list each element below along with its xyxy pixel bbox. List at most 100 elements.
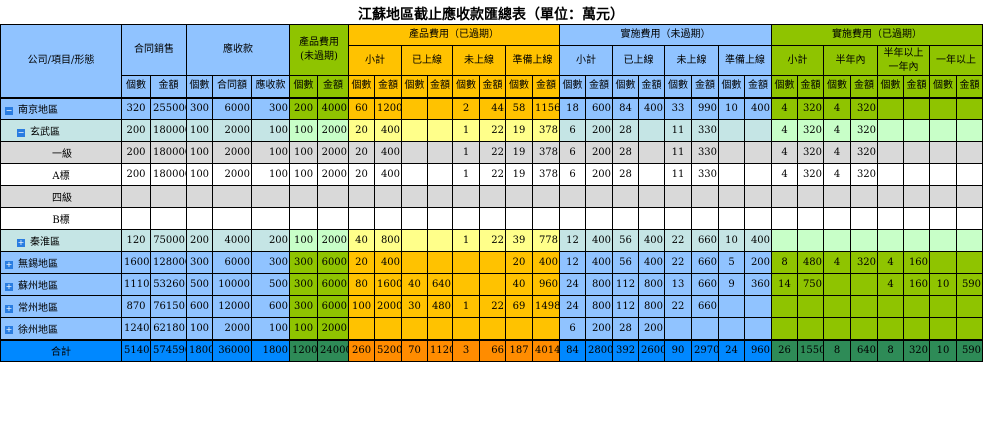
- value-cell: 2: [452, 97, 481, 120]
- value-cell: 5200: [374, 339, 403, 362]
- value-cell: [401, 119, 429, 142]
- header-column: 應收款: [250, 75, 291, 98]
- value-cell: [877, 317, 905, 340]
- value-cell: 18: [559, 97, 587, 120]
- value-cell: 4014: [532, 339, 561, 362]
- row-name[interactable]: + 常州地區: [0, 295, 122, 318]
- value-cell: 11: [664, 163, 693, 186]
- value-cell: [850, 229, 879, 252]
- value-cell: [718, 185, 746, 208]
- expand-icon[interactable]: +: [5, 325, 13, 335]
- expand-icon[interactable]: +: [5, 303, 13, 313]
- value-cell: 200: [289, 97, 319, 120]
- value-cell: 400: [638, 229, 666, 252]
- value-cell: 330: [691, 163, 720, 186]
- value-cell: 960: [744, 339, 773, 362]
- value-cell: 4: [877, 273, 905, 296]
- expand-icon[interactable]: +: [5, 259, 13, 269]
- header-subgroup: 未上線: [664, 45, 720, 76]
- value-cell: [744, 295, 773, 318]
- value-cell: 6: [559, 163, 587, 186]
- value-cell: [559, 185, 587, 208]
- row-name: 一級: [0, 141, 122, 164]
- value-cell: [956, 295, 984, 318]
- value-cell: [850, 273, 879, 296]
- value-cell: 300: [289, 273, 319, 296]
- collapse-icon[interactable]: −: [5, 105, 13, 115]
- value-cell: [691, 185, 720, 208]
- value-cell: 480: [427, 295, 454, 318]
- table-row: A標20018000010020001001002000204001221937…: [0, 163, 984, 186]
- value-cell: 58: [505, 97, 534, 120]
- header-column: 金額: [903, 75, 931, 98]
- value-cell: [401, 163, 429, 186]
- value-cell: 320: [850, 251, 879, 274]
- value-cell: [877, 185, 905, 208]
- value-cell: [532, 207, 561, 230]
- header-column: 金額: [744, 75, 773, 98]
- row-name[interactable]: + 無錫地區: [0, 251, 122, 274]
- value-cell: 10000: [212, 273, 252, 296]
- value-cell: 160: [903, 273, 931, 296]
- value-cell: [956, 207, 984, 230]
- collapse-icon[interactable]: −: [17, 127, 25, 137]
- value-cell: 320: [797, 97, 825, 120]
- value-cell: 800: [638, 273, 666, 296]
- expand-icon[interactable]: +: [17, 237, 25, 247]
- value-cell: 200: [121, 119, 151, 142]
- value-cell: 378: [532, 163, 561, 186]
- value-cell: [929, 295, 958, 318]
- row-name: A標: [0, 163, 122, 186]
- value-cell: 24: [559, 273, 587, 296]
- value-cell: [348, 317, 376, 340]
- header-column: 金額: [317, 75, 350, 98]
- value-cell: 36000: [212, 339, 252, 362]
- value-cell: 400: [374, 119, 403, 142]
- value-cell: 300: [250, 97, 291, 120]
- value-cell: 187: [505, 339, 534, 362]
- value-cell: 378: [532, 119, 561, 142]
- value-cell: 660: [691, 251, 720, 274]
- value-cell: 128000: [150, 251, 187, 274]
- row-name[interactable]: + 蘇州地區: [0, 273, 122, 296]
- value-cell: [956, 317, 984, 340]
- value-cell: 160: [903, 251, 931, 274]
- value-cell: 112: [612, 273, 640, 296]
- row-name-text: 秦淮區: [30, 237, 60, 248]
- value-cell: 69: [505, 295, 534, 318]
- value-cell: 300: [250, 251, 291, 274]
- value-cell: [348, 207, 376, 230]
- header-subgroup: 小計: [348, 45, 403, 76]
- value-cell: [401, 97, 429, 120]
- value-cell: 1: [452, 163, 481, 186]
- value-cell: 100: [348, 295, 376, 318]
- value-cell: 260: [348, 339, 376, 362]
- value-cell: 1: [452, 229, 481, 252]
- row-name-text: 南京地區: [18, 105, 58, 117]
- row-name[interactable]: + 秦淮區: [0, 229, 122, 252]
- value-cell: 2000: [317, 163, 350, 186]
- value-cell: 600: [250, 295, 291, 318]
- table-row: +無錫地區16001280003006000300300600020400204…: [0, 251, 984, 274]
- value-cell: 2000: [212, 141, 252, 164]
- value-cell: [638, 119, 666, 142]
- row-name[interactable]: − 玄武區: [0, 119, 122, 142]
- row-name-text: 一級: [52, 149, 72, 160]
- value-cell: [744, 163, 773, 186]
- value-cell: 180000: [150, 163, 187, 186]
- row-name[interactable]: − 南京地區: [0, 97, 122, 120]
- value-cell: [903, 207, 931, 230]
- value-cell: [903, 163, 931, 186]
- value-cell: 4: [877, 251, 905, 274]
- header-column: 金額: [585, 75, 614, 98]
- value-cell: 320: [797, 119, 825, 142]
- row-name[interactable]: + 徐州地區: [0, 317, 122, 340]
- value-cell: 800: [638, 295, 666, 318]
- expand-icon[interactable]: +: [5, 281, 13, 291]
- value-cell: 24000: [317, 339, 350, 362]
- value-cell: [929, 207, 958, 230]
- value-cell: [877, 119, 905, 142]
- row-name-text: 無錫地區: [18, 259, 58, 270]
- value-cell: [718, 317, 746, 340]
- value-cell: 22: [664, 295, 693, 318]
